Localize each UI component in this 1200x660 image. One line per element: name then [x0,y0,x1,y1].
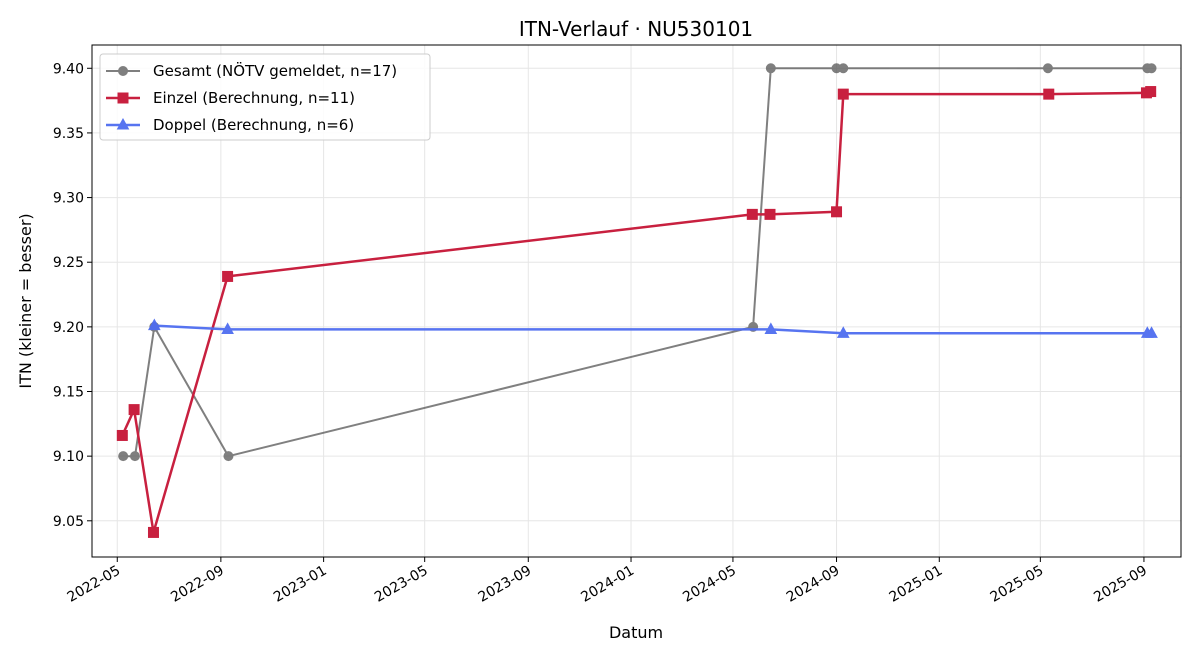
legend-item-doppel [106,117,140,130]
series-doppel [147,318,1158,338]
data-point-gesamt [1146,63,1157,74]
legend-marker-gesamt [118,66,128,76]
y-tick-label: 9.30 [53,191,84,207]
y-tick-label: 9.35 [53,126,84,142]
data-point-doppel [147,318,161,331]
series-einzel [116,86,1157,538]
y-axis-title: ITN (kleiner = besser) [16,213,35,388]
data-point-gesamt [1042,63,1053,74]
data-point-doppel [221,322,234,334]
legend-item-einzel [106,92,140,104]
data-point-einzel [222,270,234,282]
legend: Gesamt (NÖTV gemeldet, n=17) Einzel (Bere… [99,53,431,141]
x-axis-title: Datum [609,623,663,642]
data-point-doppel [1145,326,1158,338]
data-point-doppel [836,326,850,338]
y-tick-label: 9.25 [53,255,84,271]
legend-marker-doppel [116,117,130,130]
data-point-gesamt [765,63,776,74]
chart-title: ITN-Verlauf · NU530101 [519,17,753,41]
legend-label-einzel: Einzel (Berechnung, n=11) [153,89,355,107]
data-point-einzel [147,526,159,538]
y-tick-label: 9.40 [53,61,84,77]
data-point-einzel [831,206,843,218]
data-point-einzel [128,404,140,416]
y-tick-label: 9.15 [53,385,84,401]
y-tick-label: 9.05 [53,514,84,530]
data-point-einzel [116,429,128,441]
y-axis: 9.05 9.10 9.15 9.20 9.25 9.30 9.35 9.40 [53,61,92,530]
legend-marker-einzel [117,92,129,104]
data-point-gesamt [838,63,849,74]
y-tick-label: 9.10 [53,449,84,465]
series-layer [116,63,1158,538]
data-point-gesamt [118,451,129,462]
data-point-einzel [1043,88,1055,100]
data-point-einzel [837,88,849,100]
legend-label-doppel: Doppel (Berechnung, n=6) [153,116,354,134]
data-point-gesamt [129,451,140,462]
data-point-einzel [746,208,758,220]
legend-box [99,53,431,141]
data-point-doppel [764,322,778,334]
legend-item-gesamt [106,66,140,76]
data-point-gesamt [223,451,234,462]
legend-label-gesamt: Gesamt (NÖTV gemeldet, n=17) [153,61,397,80]
data-point-einzel [1145,86,1157,98]
plot-frame [91,44,1182,558]
y-tick-label: 9.20 [53,320,84,336]
data-point-einzel [764,208,776,220]
